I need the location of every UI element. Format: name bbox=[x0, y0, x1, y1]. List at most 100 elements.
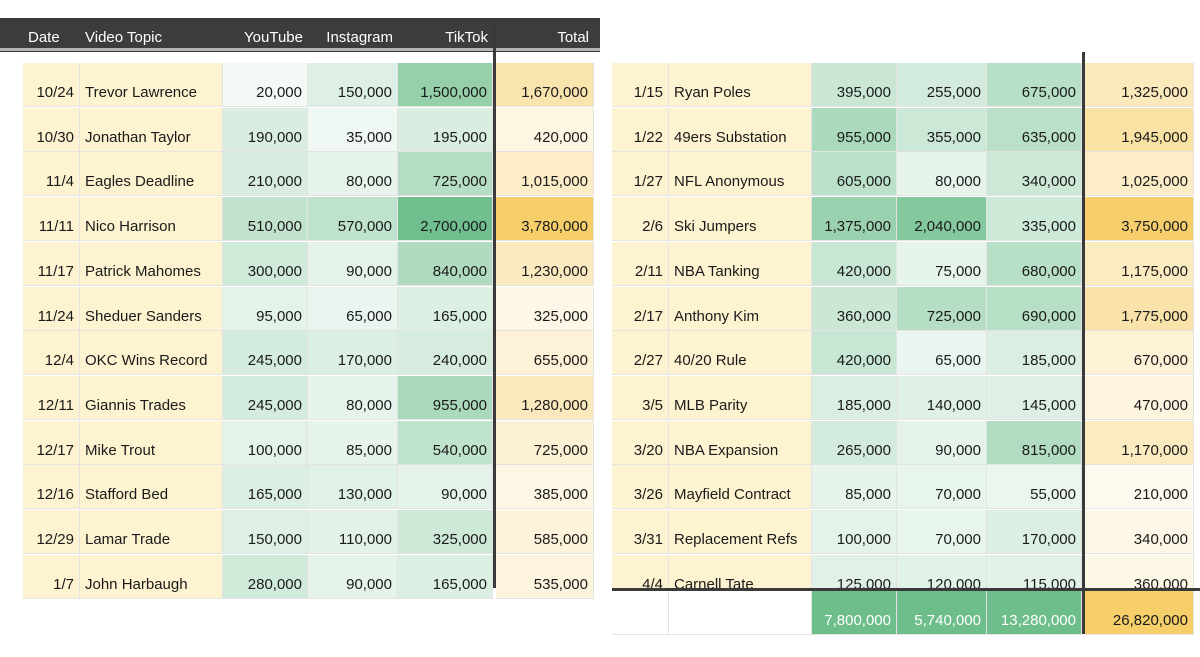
right-cell-total[interactable]: 670,000 bbox=[1085, 331, 1194, 376]
left-cell-date[interactable]: 10/30 bbox=[23, 107, 80, 152]
right-cell-total[interactable]: 1,175,000 bbox=[1085, 241, 1194, 286]
right-cell-instagram[interactable]: 70,000 bbox=[897, 465, 987, 510]
right-cell-topic[interactable]: Anthony Kim bbox=[669, 286, 812, 331]
total-instagram[interactable]: 5,740,000 bbox=[897, 591, 987, 635]
left-cell-youtube[interactable]: 510,000 bbox=[223, 197, 308, 242]
left-cell-instagram[interactable]: 150,000 bbox=[308, 63, 398, 107]
right-cell-date[interactable]: 1/27 bbox=[612, 152, 669, 197]
right-cell-date[interactable]: 3/20 bbox=[612, 420, 669, 465]
left-cell-youtube[interactable]: 300,000 bbox=[223, 241, 308, 286]
left-cell-total[interactable]: 3,780,000 bbox=[496, 197, 594, 242]
right-cell-date[interactable]: 3/31 bbox=[612, 510, 669, 554]
left-cell-topic[interactable]: Eagles Deadline bbox=[80, 152, 223, 197]
left-cell-total[interactable]: 655,000 bbox=[496, 331, 594, 376]
right-cell-instagram[interactable]: 75,000 bbox=[897, 241, 987, 286]
right-cell-tiktok[interactable]: 680,000 bbox=[987, 241, 1082, 286]
left-cell-date[interactable]: 12/16 bbox=[23, 465, 80, 510]
right-cell-tiktok[interactable]: 690,000 bbox=[987, 286, 1082, 331]
left-cell-tiktok[interactable]: 840,000 bbox=[398, 241, 493, 286]
left-cell-date[interactable]: 1/7 bbox=[23, 554, 80, 599]
left-cell-date[interactable]: 12/11 bbox=[23, 375, 80, 420]
right-cell-total[interactable]: 1,945,000 bbox=[1085, 107, 1194, 152]
right-cell-instagram[interactable]: 70,000 bbox=[897, 510, 987, 554]
left-cell-instagram[interactable]: 130,000 bbox=[308, 465, 398, 510]
left-cell-tiktok[interactable]: 1,500,000 bbox=[398, 63, 493, 107]
right-cell-instagram[interactable]: 80,000 bbox=[897, 152, 987, 197]
header-total[interactable]: Total bbox=[557, 29, 589, 46]
right-cell-topic[interactable]: NFL Anonymous bbox=[669, 152, 812, 197]
totals-blank-topic[interactable] bbox=[669, 591, 812, 635]
left-cell-tiktok[interactable]: 240,000 bbox=[398, 331, 493, 376]
right-cell-youtube[interactable]: 185,000 bbox=[812, 375, 897, 420]
right-cell-tiktok[interactable]: 815,000 bbox=[987, 420, 1082, 465]
right-cell-date[interactable]: 2/17 bbox=[612, 286, 669, 331]
right-cell-topic[interactable]: MLB Parity bbox=[669, 375, 812, 420]
right-cell-tiktok[interactable]: 145,000 bbox=[987, 375, 1082, 420]
right-cell-date[interactable]: 2/6 bbox=[612, 197, 669, 242]
right-cell-tiktok[interactable]: 185,000 bbox=[987, 331, 1082, 376]
left-cell-instagram[interactable]: 90,000 bbox=[308, 554, 398, 599]
left-cell-date[interactable]: 11/11 bbox=[23, 197, 80, 242]
left-cell-topic[interactable]: OKC Wins Record bbox=[80, 331, 223, 376]
right-cell-instagram[interactable]: 140,000 bbox=[897, 375, 987, 420]
left-cell-topic[interactable]: Nico Harrison bbox=[80, 197, 223, 242]
right-cell-tiktok[interactable]: 335,000 bbox=[987, 197, 1082, 242]
left-cell-total[interactable]: 585,000 bbox=[496, 510, 594, 554]
left-cell-topic[interactable]: Giannis Trades bbox=[80, 375, 223, 420]
total-youtube[interactable]: 7,800,000 bbox=[812, 591, 897, 635]
left-cell-total[interactable]: 1,280,000 bbox=[496, 375, 594, 420]
left-cell-topic[interactable]: Mike Trout bbox=[80, 420, 223, 465]
left-cell-instagram[interactable]: 80,000 bbox=[308, 152, 398, 197]
left-cell-instagram[interactable]: 110,000 bbox=[308, 510, 398, 554]
left-cell-total[interactable]: 385,000 bbox=[496, 465, 594, 510]
right-cell-instagram[interactable]: 2,040,000 bbox=[897, 197, 987, 242]
right-cell-topic[interactable]: Ski Jumpers bbox=[669, 197, 812, 242]
left-cell-date[interactable]: 12/4 bbox=[23, 331, 80, 376]
left-cell-total[interactable]: 325,000 bbox=[496, 286, 594, 331]
left-cell-youtube[interactable]: 245,000 bbox=[223, 375, 308, 420]
left-cell-instagram[interactable]: 170,000 bbox=[308, 331, 398, 376]
left-cell-total[interactable]: 535,000 bbox=[496, 554, 594, 599]
right-cell-youtube[interactable]: 395,000 bbox=[812, 63, 897, 107]
right-cell-total[interactable]: 1,025,000 bbox=[1085, 152, 1194, 197]
right-cell-date[interactable]: 3/5 bbox=[612, 375, 669, 420]
right-cell-total[interactable]: 1,325,000 bbox=[1085, 63, 1194, 107]
right-cell-instagram[interactable]: 255,000 bbox=[897, 63, 987, 107]
left-cell-total[interactable]: 420,000 bbox=[496, 107, 594, 152]
left-cell-instagram[interactable]: 90,000 bbox=[308, 241, 398, 286]
right-cell-instagram[interactable]: 65,000 bbox=[897, 331, 987, 376]
left-cell-total[interactable]: 1,670,000 bbox=[496, 63, 594, 107]
left-cell-tiktok[interactable]: 90,000 bbox=[398, 465, 493, 510]
left-cell-date[interactable]: 11/4 bbox=[23, 152, 80, 197]
right-cell-youtube[interactable]: 85,000 bbox=[812, 465, 897, 510]
right-cell-youtube[interactable]: 955,000 bbox=[812, 107, 897, 152]
header-instagram[interactable]: Instagram bbox=[326, 29, 393, 46]
right-cell-youtube[interactable]: 1,375,000 bbox=[812, 197, 897, 242]
right-cell-total[interactable]: 210,000 bbox=[1085, 465, 1194, 510]
right-cell-total[interactable]: 1,775,000 bbox=[1085, 286, 1194, 331]
left-cell-topic[interactable]: Trevor Lawrence bbox=[80, 63, 223, 107]
right-cell-topic[interactable]: NBA Tanking bbox=[669, 241, 812, 286]
left-cell-tiktok[interactable]: 165,000 bbox=[398, 286, 493, 331]
left-cell-total[interactable]: 725,000 bbox=[496, 420, 594, 465]
left-cell-youtube[interactable]: 190,000 bbox=[223, 107, 308, 152]
left-cell-total[interactable]: 1,015,000 bbox=[496, 152, 594, 197]
right-cell-date[interactable]: 3/26 bbox=[612, 465, 669, 510]
left-cell-instagram[interactable]: 570,000 bbox=[308, 197, 398, 242]
left-cell-instagram[interactable]: 85,000 bbox=[308, 420, 398, 465]
left-cell-topic[interactable]: Patrick Mahomes bbox=[80, 241, 223, 286]
left-cell-youtube[interactable]: 280,000 bbox=[223, 554, 308, 599]
left-cell-youtube[interactable]: 210,000 bbox=[223, 152, 308, 197]
right-cell-date[interactable]: 1/15 bbox=[612, 63, 669, 107]
left-cell-youtube[interactable]: 245,000 bbox=[223, 331, 308, 376]
left-cell-topic[interactable]: Stafford Bed bbox=[80, 465, 223, 510]
left-cell-tiktok[interactable]: 325,000 bbox=[398, 510, 493, 554]
left-cell-youtube[interactable]: 100,000 bbox=[223, 420, 308, 465]
right-cell-tiktok[interactable]: 170,000 bbox=[987, 510, 1082, 554]
right-cell-total[interactable]: 3,750,000 bbox=[1085, 197, 1194, 242]
left-cell-topic[interactable]: Jonathan Taylor bbox=[80, 107, 223, 152]
right-cell-total[interactable]: 340,000 bbox=[1085, 510, 1194, 554]
left-cell-tiktok[interactable]: 195,000 bbox=[398, 107, 493, 152]
right-cell-tiktok[interactable]: 340,000 bbox=[987, 152, 1082, 197]
total-grand[interactable]: 26,820,000 bbox=[1085, 591, 1194, 635]
